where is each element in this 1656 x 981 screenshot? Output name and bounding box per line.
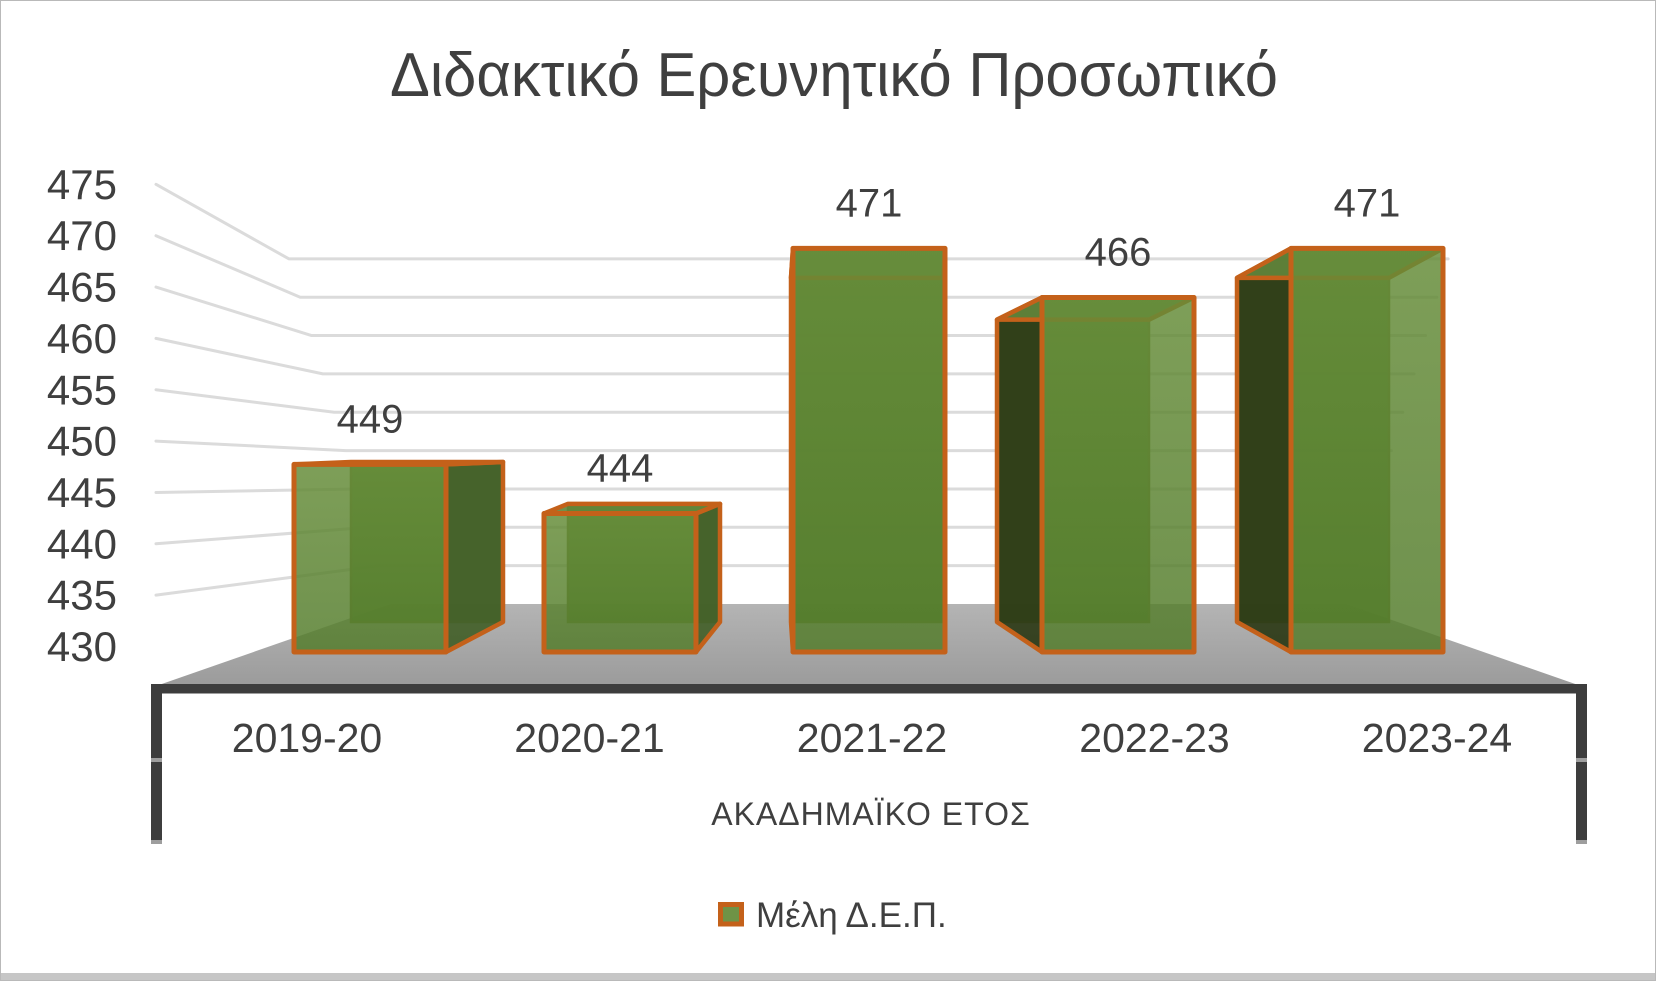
bar-front-face <box>291 461 449 655</box>
axis-tick <box>151 758 162 762</box>
y-axis-tick-label: 455 <box>47 366 117 413</box>
y-axis-tick-label: 435 <box>47 572 117 619</box>
x-axis-frame <box>151 684 1587 844</box>
bar-side-face <box>994 295 1045 655</box>
bar-2023-24 <box>1234 245 1446 655</box>
legend-swatch <box>718 902 744 927</box>
category-label: 2020-21 <box>514 715 664 761</box>
gridline <box>154 336 1416 376</box>
bar-front-face <box>541 511 699 655</box>
gridline <box>154 182 1450 261</box>
axis-tick <box>151 840 162 844</box>
bar-2021-22 <box>788 245 948 655</box>
bar-front-face <box>1288 245 1446 655</box>
value-label: 466 <box>1085 230 1152 274</box>
y-axis-tick-label: 475 <box>47 161 117 208</box>
value-label: 444 <box>587 447 654 491</box>
axis-tick <box>1576 758 1587 762</box>
gridline <box>154 439 1393 453</box>
bar-side-face <box>1234 246 1294 655</box>
y-axis-tick-label: 470 <box>47 212 117 259</box>
legend: Μέλη Δ.Ε.Π. <box>718 896 947 935</box>
bar-2019-20 <box>291 459 506 655</box>
y-axis-tick-label: 440 <box>47 520 117 567</box>
x-axis-labels: 2019-20 2020-21 2021-22 2022-23 2023-24 <box>232 715 1512 761</box>
axis-tick <box>1576 840 1587 844</box>
bar-front-face <box>1039 294 1197 655</box>
y-axis-tick-label: 460 <box>47 315 117 362</box>
chart-title: Διδακτικό Ερευνητικό Προσωπικό <box>390 41 1278 110</box>
bar-front-face <box>790 245 948 655</box>
category-label: 2023-24 <box>1362 715 1512 761</box>
category-label: 2022-23 <box>1079 715 1229 761</box>
y-axis-tick-label: 430 <box>47 623 117 670</box>
y-axis-tick-label: 465 <box>47 264 117 311</box>
category-label: 2021-22 <box>797 715 947 761</box>
window-bottom-edge <box>1 973 1655 980</box>
bar-side-face <box>443 459 506 655</box>
data-labels: 449 444 471 466 471 <box>337 181 1401 490</box>
bar-2020-21 <box>541 501 723 655</box>
legend-label: Μέλη Δ.Ε.Π. <box>756 896 947 935</box>
category-label: 2019-20 <box>232 715 382 761</box>
value-label: 449 <box>337 397 404 441</box>
x-axis-frame-left-post <box>151 684 162 844</box>
bars <box>291 245 1446 655</box>
x-axis-frame-right-post <box>1576 684 1587 844</box>
bar-side-face <box>693 501 723 655</box>
y-axis-tick-label: 450 <box>47 418 117 465</box>
y-axis-tick-label: 445 <box>47 469 117 516</box>
value-label: 471 <box>1334 181 1401 225</box>
bar-2022-23 <box>994 294 1197 655</box>
value-label: 471 <box>836 181 903 225</box>
x-axis-title: ΑΚΑΔΗΜΑΪΚΟ ΕΤΟΣ <box>711 796 1031 832</box>
